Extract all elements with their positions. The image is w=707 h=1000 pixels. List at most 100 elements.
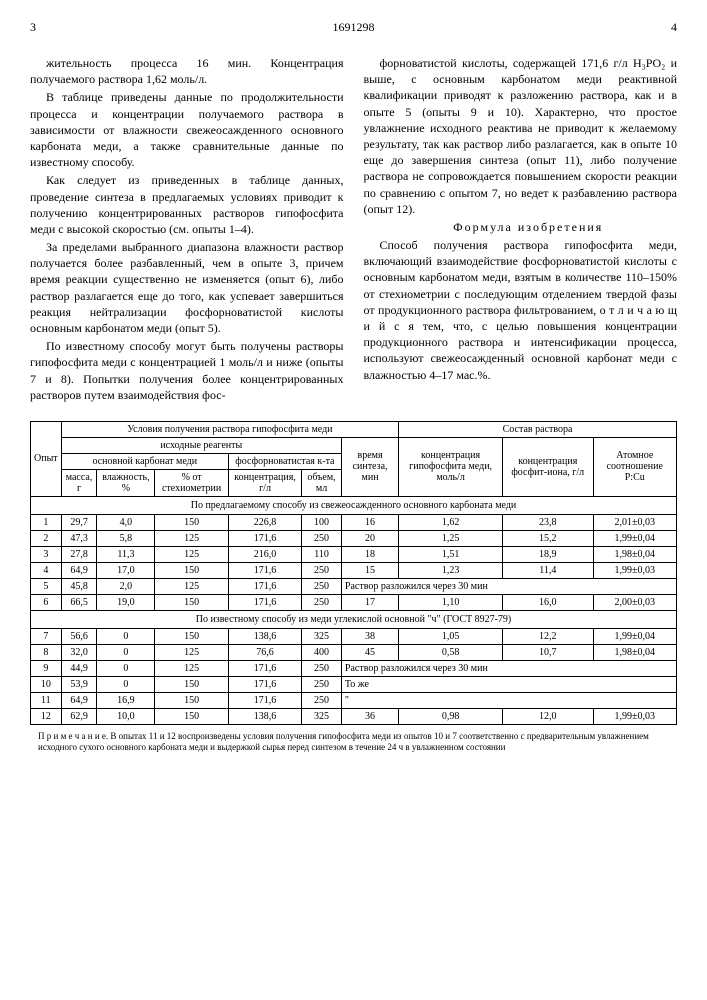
cell: 150 [155, 708, 229, 724]
cell: 47,3 [61, 530, 97, 546]
para: Как следует из приведенных в таблице дан… [30, 172, 344, 237]
formula-title: Формула изобретения [364, 219, 678, 235]
cell: 150 [155, 562, 229, 578]
cell: 15,2 [503, 530, 594, 546]
table-row: 944,90125171,6250Раствор разложился чере… [31, 660, 677, 676]
cell-note: То же [341, 676, 676, 692]
cell: 0 [97, 644, 155, 660]
table-note: П р и м е ч а н и е. В опытах 11 и 12 во… [30, 731, 677, 753]
cell: 325 [302, 708, 342, 724]
cell: 19,0 [97, 594, 155, 610]
cell: 1,98±0,04 [593, 546, 676, 562]
cell: 2,00±0,03 [593, 594, 676, 610]
cell: 11,3 [97, 546, 155, 562]
cell: 32,0 [61, 644, 97, 660]
para: За пределами выбранного диапазона влажно… [30, 239, 344, 336]
cell: 12,0 [503, 708, 594, 724]
table-row: 129,74,0150226,8100161,6223,82,01±0,03 [31, 514, 677, 530]
page-header: 3 1691298 4 [30, 20, 677, 35]
th-sostav: Состав раствора [399, 421, 677, 437]
cell: 5 [31, 578, 62, 594]
cell: 250 [302, 530, 342, 546]
th-vlazh: влажность, % [97, 469, 155, 496]
cell: 125 [155, 530, 229, 546]
left-column: жительность процесса 16 мин. Концентраци… [30, 55, 344, 405]
cell: 9 [31, 660, 62, 676]
cell: 0,58 [399, 644, 503, 660]
cell: 15 [341, 562, 398, 578]
cell: 171,6 [228, 594, 301, 610]
cell: 250 [302, 676, 342, 692]
cell: 1,51 [399, 546, 503, 562]
cell: 250 [302, 660, 342, 676]
cell: 0 [97, 660, 155, 676]
para: По известному способу могут быть получен… [30, 338, 344, 403]
table-row: 247,35,8125171,6250201,2515,21,99±0,04 [31, 530, 677, 546]
cell: 2,0 [97, 578, 155, 594]
th-vol: объем, мл [302, 469, 342, 496]
th-stech: % от стехиометрии [155, 469, 229, 496]
cell: 171,6 [228, 660, 301, 676]
para: Способ получения раствора гипофосфита ме… [364, 237, 678, 383]
cell: 138,6 [228, 628, 301, 644]
cell: 171,6 [228, 562, 301, 578]
cell-note: Раствор разложился через 30 мин [341, 578, 676, 594]
cell: 16,9 [97, 692, 155, 708]
cell: 11 [31, 692, 62, 708]
cell: 38 [341, 628, 398, 644]
cell: 8 [31, 644, 62, 660]
table-row: 756,60150138,6325381,0512,21,99±0,04 [31, 628, 677, 644]
cell: 17,0 [97, 562, 155, 578]
cell: 171,6 [228, 530, 301, 546]
table-row: 1053,90150171,6250То же [31, 676, 677, 692]
cell: 53,9 [61, 676, 97, 692]
cell: 171,6 [228, 676, 301, 692]
cell: 23,8 [503, 514, 594, 530]
cell: 400 [302, 644, 342, 660]
th-konc: концентрация, г/л [228, 469, 301, 496]
right-column: форноватистой кислоты, содержащей 171,6 … [364, 55, 678, 405]
cell: 45,8 [61, 578, 97, 594]
cell: 16,0 [503, 594, 594, 610]
cell: 110 [302, 546, 342, 562]
para: В таблице приведены данные по продолжите… [30, 89, 344, 170]
cell: 76,6 [228, 644, 301, 660]
cell: 250 [302, 692, 342, 708]
cell: 12,2 [503, 628, 594, 644]
note-text: В опытах 11 и 12 воспроизведены условия … [38, 731, 649, 752]
th-mass: масса, г [61, 469, 97, 496]
table-row: 464,917,0150171,6250151,2311,41,99±0,03 [31, 562, 677, 578]
cell: 10 [31, 676, 62, 692]
table-row: 832,0012576,6400450,5810,71,98±0,04 [31, 644, 677, 660]
patent-number: 1691298 [36, 20, 671, 35]
cell: 100 [302, 514, 342, 530]
section-header: По предлагаемому способу из свежеосажден… [31, 496, 677, 514]
cell: 125 [155, 546, 229, 562]
cell: 150 [155, 676, 229, 692]
cell: 250 [302, 594, 342, 610]
cell: 64,9 [61, 562, 97, 578]
cell: 3 [31, 546, 62, 562]
cell: 4 [31, 562, 62, 578]
cell: 1,10 [399, 594, 503, 610]
cell: 1,62 [399, 514, 503, 530]
cell: 17 [341, 594, 398, 610]
cell: 250 [302, 562, 342, 578]
data-table: Опыт Условия получения раствора гипофосф… [30, 421, 677, 725]
cell: 64,9 [61, 692, 97, 708]
note-label: П р и м е ч а н и е. [38, 731, 108, 741]
cell: 36 [341, 708, 398, 724]
cell: 1 [31, 514, 62, 530]
cell: 27,8 [61, 546, 97, 562]
cell: 16 [341, 514, 398, 530]
th-opyt: Опыт [31, 421, 62, 496]
cell: 1,99±0,04 [593, 530, 676, 546]
cell: 150 [155, 594, 229, 610]
cell: 4,0 [97, 514, 155, 530]
cell: 11,4 [503, 562, 594, 578]
cell: 150 [155, 692, 229, 708]
cell: 1,99±0,03 [593, 562, 676, 578]
cell: 250 [302, 578, 342, 594]
cell: 0,98 [399, 708, 503, 724]
table-row: 666,519,0150171,6250171,1016,02,00±0,03 [31, 594, 677, 610]
